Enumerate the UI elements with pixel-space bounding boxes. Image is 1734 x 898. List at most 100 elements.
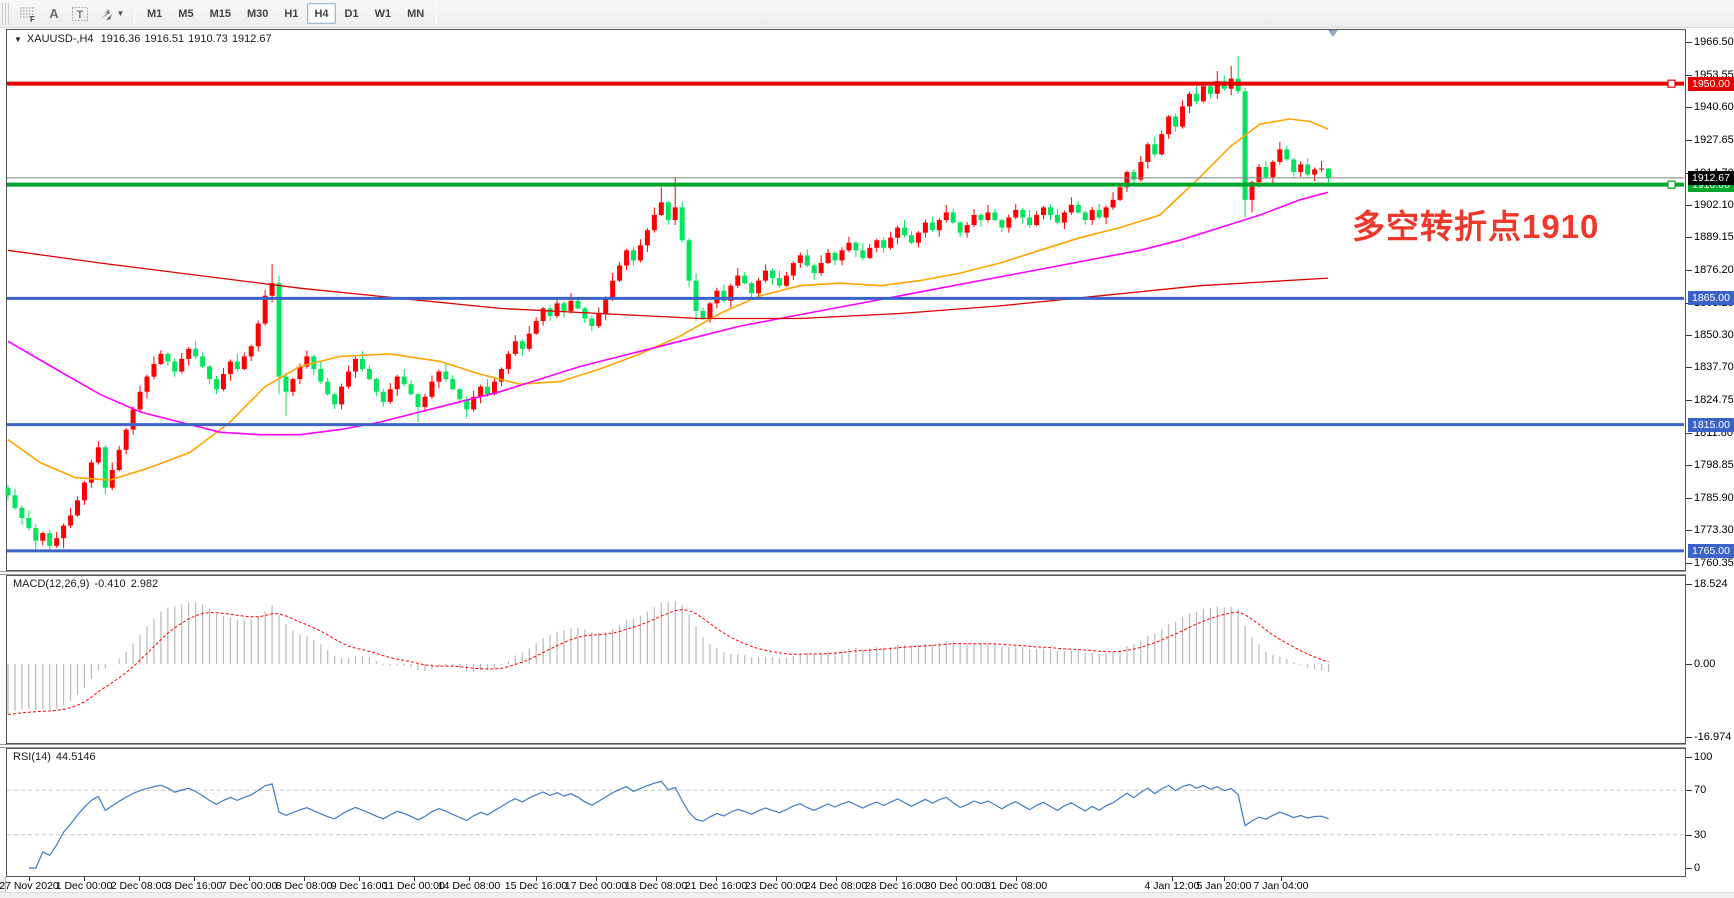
time-tick-label: 5 Jan 20:00 <box>1196 880 1252 892</box>
price-tick-label: 1773.30 <box>1694 524 1734 536</box>
rsi-value: 44.5146 <box>55 751 96 763</box>
price-tick <box>1686 140 1692 141</box>
macd-tick <box>1686 584 1692 585</box>
price-tick-label: 1889.15 <box>1694 231 1734 243</box>
level-price-box: 1865.00 <box>1688 291 1734 305</box>
pane-resize-handle[interactable] <box>0 744 1686 748</box>
time-tick <box>414 877 415 881</box>
time-tick <box>956 877 957 881</box>
svg-text:T: T <box>77 9 84 21</box>
timeframe-button-M15[interactable]: M15 <box>209 7 231 20</box>
time-tick <box>836 877 837 881</box>
current-price-box: 1912.67 <box>1688 171 1734 185</box>
price-tick-label: 1876.20 <box>1694 264 1734 276</box>
pane-resize-handle[interactable] <box>0 571 1686 575</box>
level-price-box: 1765.00 <box>1688 544 1734 558</box>
rsi-tick <box>1686 790 1692 791</box>
price-tick-label: 1798.85 <box>1694 459 1734 471</box>
price-tick <box>1686 400 1692 401</box>
timeframe-button-MN[interactable]: MN <box>407 7 425 20</box>
price-tick-label: 1760.35 <box>1694 557 1734 569</box>
macd-tick-label: -16.974 <box>1694 731 1732 743</box>
timeframe-button-H1[interactable]: H1 <box>284 7 299 20</box>
rsi-tick-label: 100 <box>1694 751 1713 763</box>
time-tick <box>359 877 360 881</box>
time-tick <box>716 877 717 881</box>
macd-signal-line <box>7 609 1329 715</box>
price-tick <box>1686 367 1692 368</box>
chart-text-annotation[interactable]: 多空转折点1910 <box>1352 208 1600 245</box>
text-tool-icon[interactable]: A <box>49 6 59 21</box>
time-tick <box>139 877 140 881</box>
time-tick-label: 23 Dec 00:00 <box>744 880 808 892</box>
price-tick-label: 1902.10 <box>1694 199 1734 211</box>
toolbar: F A T ▼ M1 M5 M15 M30 H1 H4 D1 W1 MN <box>0 0 1734 28</box>
timeframe-button-D1[interactable]: D1 <box>344 7 359 20</box>
rsi-tick-label: 70 <box>1694 784 1707 796</box>
toolbar-grip[interactable] <box>2 2 11 25</box>
timeframe-button-group: M1 M5 M15 M30 H1 H4 D1 W1 MN <box>140 3 431 24</box>
time-tick-label: 9 Dec 16:00 <box>330 880 388 892</box>
timeframe-button-W1[interactable]: W1 <box>374 7 392 20</box>
fibonacci-retracement-icon[interactable]: F <box>15 3 41 25</box>
time-tick-label: 15 Dec 16:00 <box>504 880 568 892</box>
time-tick-label: 31 Dec 08:00 <box>984 880 1048 892</box>
rsi-indicator-pane[interactable] <box>0 748 1686 877</box>
time-tick <box>29 877 30 881</box>
candlestick-series <box>5 55 1331 553</box>
price-tick <box>1686 270 1692 271</box>
macd-label: MACD(12,26,9) -0.410 2.982 <box>13 578 159 590</box>
time-tick <box>596 877 597 881</box>
macd-tick-label: 18.524 <box>1694 578 1728 590</box>
rsi-tick <box>1686 757 1692 758</box>
toolbar-separator <box>134 3 135 24</box>
time-tick <box>896 877 897 881</box>
price-tick <box>1686 530 1692 531</box>
macd-indicator-pane[interactable] <box>0 575 1686 744</box>
symbol-dropdown-icon[interactable]: ▼ <box>14 35 22 44</box>
symbol-period-label: XAUUSD-,H4 <box>26 33 94 45</box>
timeframe-button-M1[interactable]: M1 <box>147 7 163 20</box>
chart-shift-marker-icon[interactable] <box>1328 30 1338 37</box>
svg-text:F: F <box>30 15 35 22</box>
time-tick <box>304 877 305 881</box>
time-tick-label: 2 Dec 08:00 <box>110 880 168 892</box>
macd-tick <box>1686 737 1692 738</box>
time-tick-label: 17 Dec 00:00 <box>564 880 628 892</box>
text-label-tool-icon[interactable]: T <box>67 3 93 25</box>
price-tick <box>1686 433 1692 434</box>
price-tick <box>1686 237 1692 238</box>
time-tick-label: 27 Nov 2020 <box>0 880 59 892</box>
time-tick-label: 7 Jan 04:00 <box>1253 880 1309 892</box>
macd-signal-value: 2.982 <box>130 578 159 590</box>
low-value: 1910.73 <box>188 33 228 45</box>
timeframe-button-H4[interactable]: H4 <box>307 3 336 24</box>
time-tick-label: 3 Dec 16:00 <box>165 880 223 892</box>
time-tick <box>84 877 85 881</box>
time-tick <box>776 877 777 881</box>
price-tick <box>1686 42 1692 43</box>
time-tick-label: 24 Dec 08:00 <box>804 880 868 892</box>
macd-tick <box>1686 664 1692 665</box>
time-tick-label: 4 Jan 12:00 <box>1144 880 1200 892</box>
line-handle <box>1667 180 1676 189</box>
timeframe-button-M5[interactable]: M5 <box>178 7 194 20</box>
price-tick <box>1686 205 1692 206</box>
timeframe-button-M30[interactable]: M30 <box>246 7 269 20</box>
price-tick <box>1686 335 1692 336</box>
close-value: 1912.67 <box>231 33 272 45</box>
open-value: 1916.36 <box>100 33 141 45</box>
price-tick <box>1686 303 1692 304</box>
rsi-tick <box>1686 835 1692 836</box>
time-tick <box>469 877 470 881</box>
level-price-box: 1950.00 <box>1688 77 1734 91</box>
price-tick-label: 1785.90 <box>1694 492 1734 504</box>
main-chart-pane[interactable] <box>0 28 1686 571</box>
price-tick-label: 1824.75 <box>1694 394 1734 406</box>
price-tick <box>1686 563 1692 564</box>
time-tick-label: 30 Dec 00:00 <box>924 880 988 892</box>
price-tick-label: 1940.60 <box>1694 101 1734 113</box>
price-tick-label: 1966.50 <box>1694 36 1734 48</box>
arrow-tools-icon[interactable]: ▼ <box>93 3 129 25</box>
rsi-tick-label: 30 <box>1694 829 1707 841</box>
